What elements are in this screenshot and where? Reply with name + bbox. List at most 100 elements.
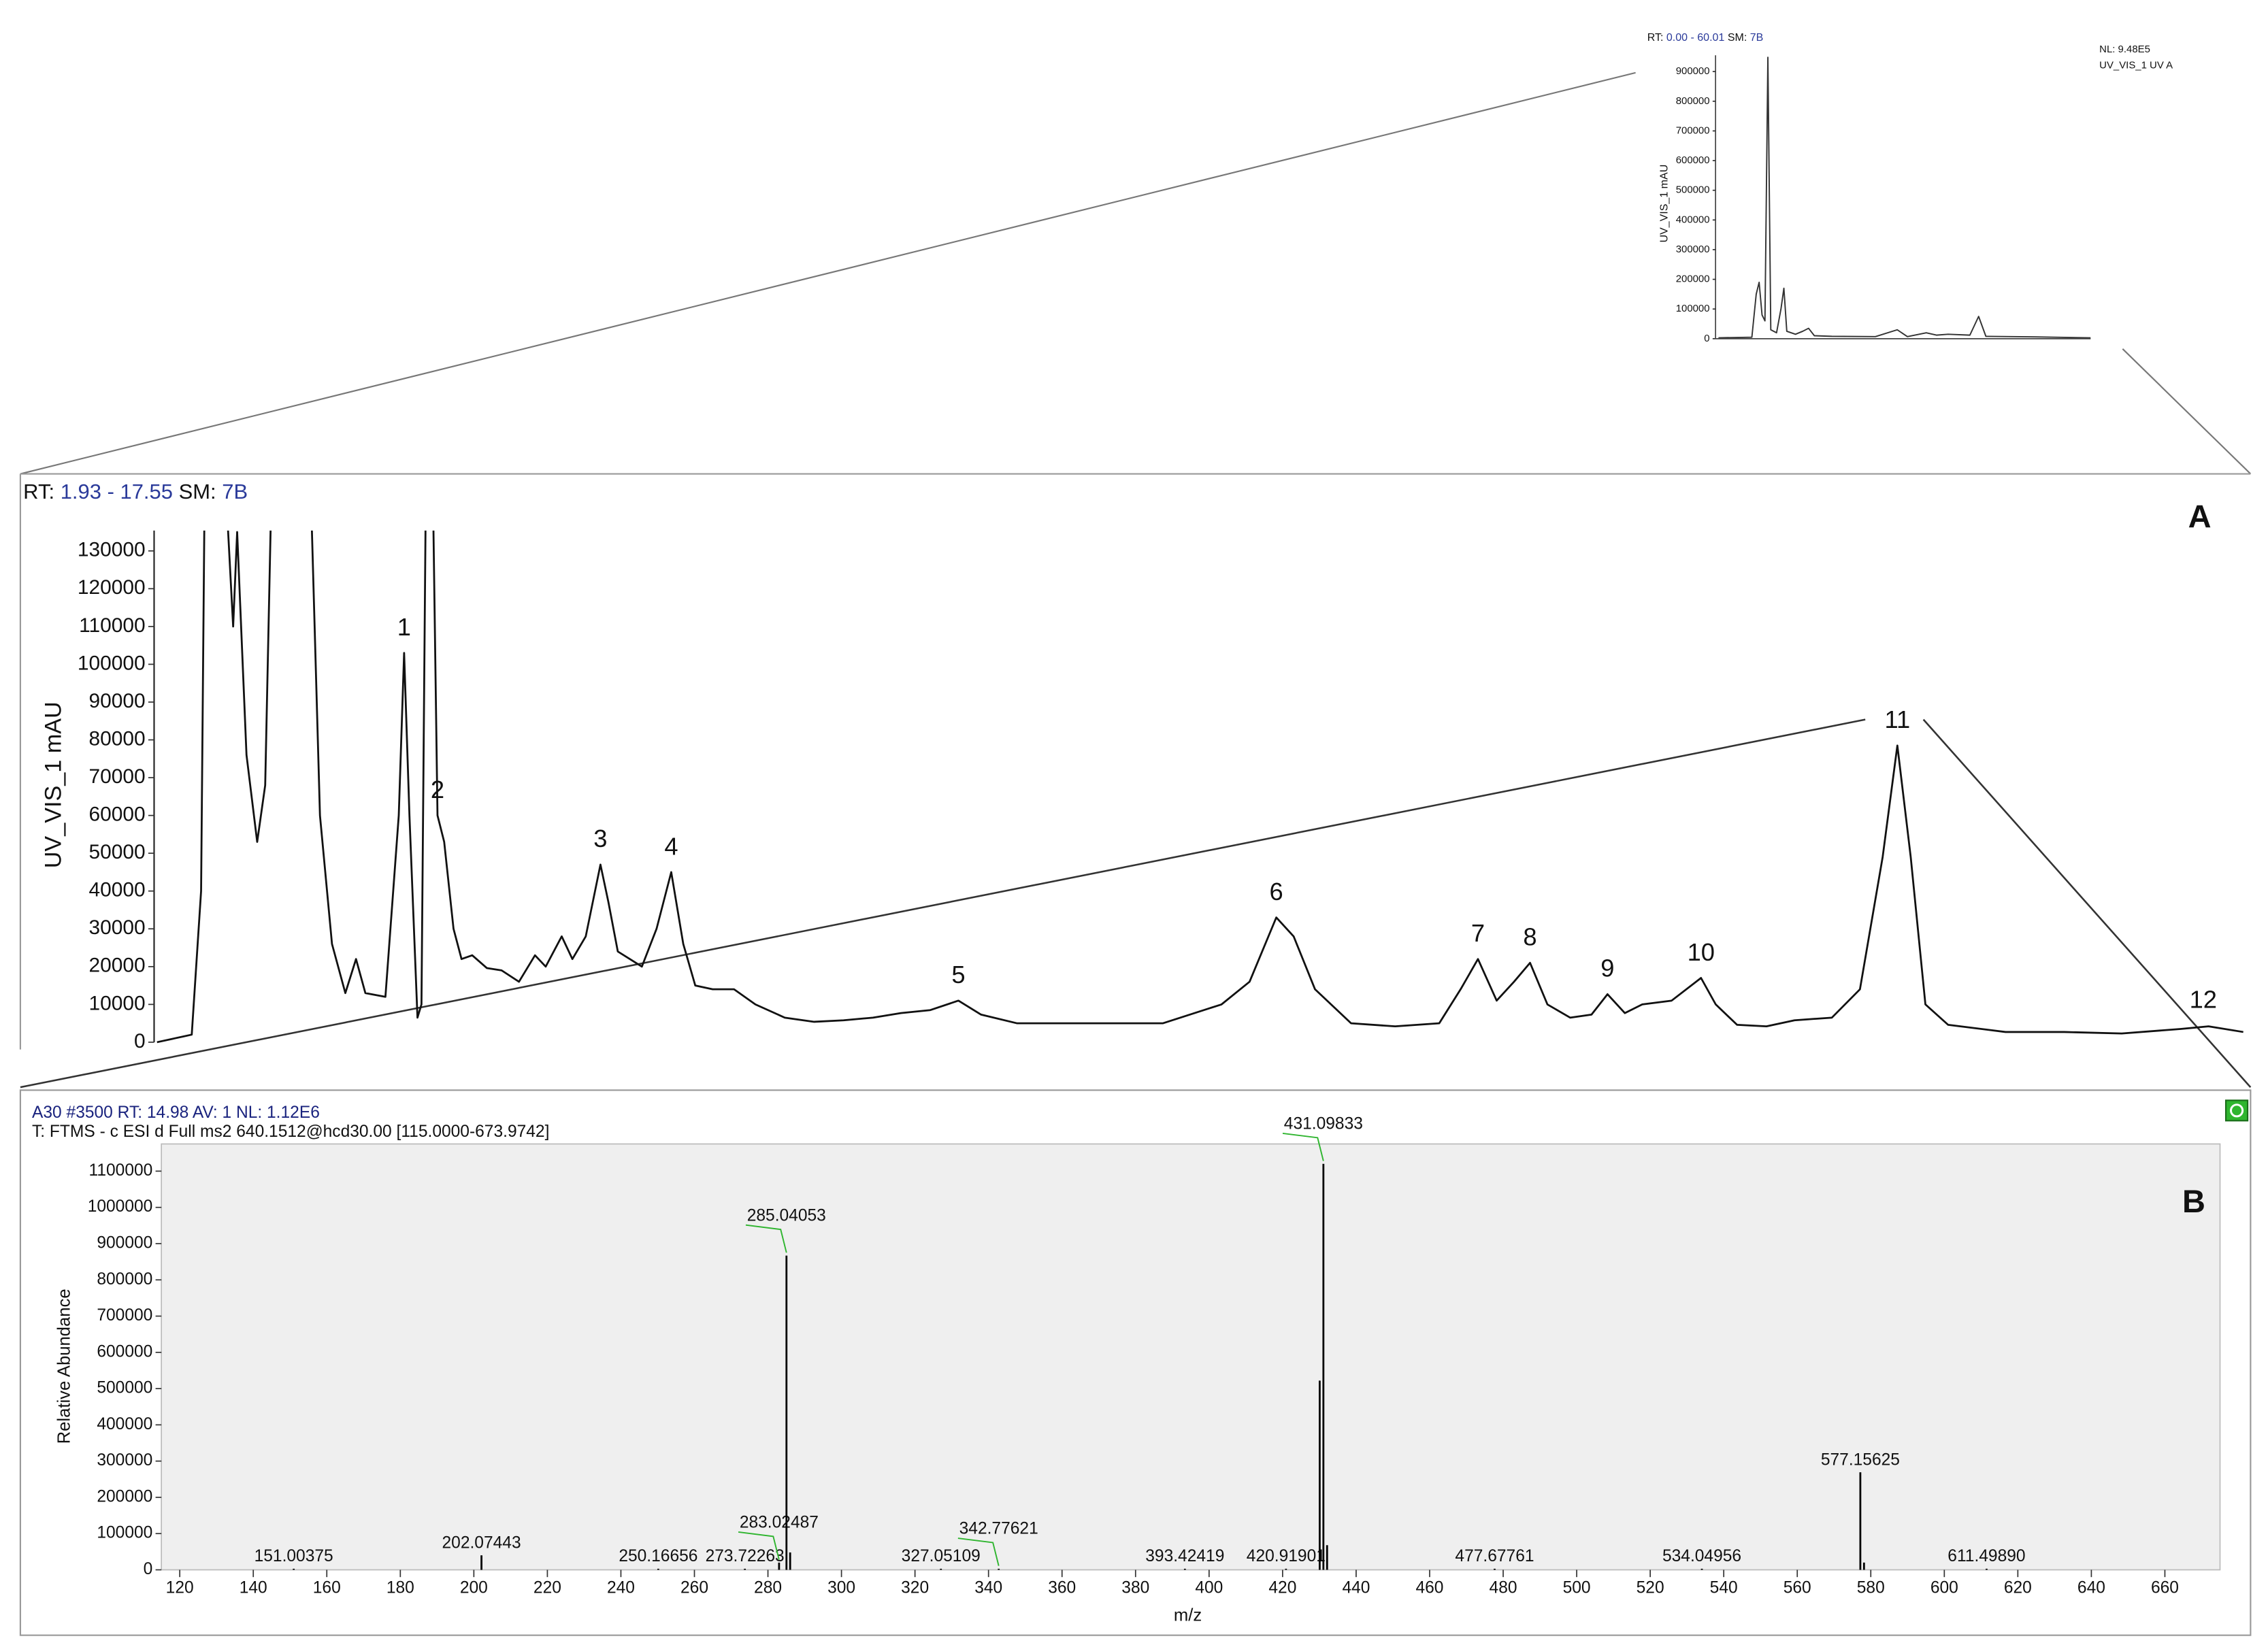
header-part: 0.00 - 60.01	[1666, 31, 1725, 44]
x-tick-label: 260	[680, 1579, 708, 1597]
status-icon-glyph	[2230, 1103, 2244, 1118]
x-tick-label: 560	[1784, 1579, 1811, 1597]
peak-mz-label: 283.02487	[740, 1514, 819, 1532]
spectrum-header: A30 #3500 RT: 14.98 AV: 1 NL: 1.12E6	[32, 1103, 320, 1122]
trace	[157, 530, 2244, 1044]
zoom-line	[20, 71, 1636, 475]
y-tick-label: 100000	[97, 1524, 152, 1542]
inset-header: RT: 0.00 - 60.01 SM: 7B	[1647, 31, 1764, 44]
x-tick-label: 660	[2151, 1579, 2179, 1597]
peak-mz-label: 477.67761	[1455, 1547, 1534, 1565]
y-axis-label: UV_VIS_1 mAU	[1658, 165, 1671, 243]
plot-area	[161, 1143, 2221, 1571]
x-axis-label: m/z	[1174, 1606, 1202, 1625]
y-tick-label: 40000	[88, 879, 145, 901]
x-tick-label: 500	[1563, 1579, 1591, 1597]
peak-label: 3	[593, 825, 607, 852]
x-tick-label: 320	[901, 1579, 929, 1597]
y-tick-label: 120000	[78, 576, 146, 599]
y-tick-label: 30000	[88, 916, 145, 939]
peak-mz-label: 250.16656	[619, 1547, 697, 1565]
label-leader	[1282, 1132, 1324, 1161]
panel-label: B	[2182, 1183, 2205, 1219]
x-tick-label: 180	[387, 1579, 414, 1597]
y-tick-label: 0	[144, 1560, 153, 1578]
y-tick-label: 500000	[97, 1379, 152, 1397]
label-leader	[957, 1538, 1000, 1566]
x-tick-label: 360	[1048, 1579, 1076, 1597]
y-tick-label: 10000	[88, 992, 145, 1014]
y-tick-label: 0	[134, 1030, 146, 1052]
y-tick-label: 60000	[88, 803, 145, 826]
y-tick-label: 200000	[97, 1487, 152, 1506]
x-tick-label: 460	[1415, 1579, 1443, 1597]
y-tick-label: 50000	[88, 841, 145, 863]
x-tick-label: 420	[1268, 1579, 1296, 1597]
peak-label: 6	[1269, 878, 1283, 905]
peak-label: 1	[397, 613, 411, 641]
peak-label: 11	[1884, 705, 1910, 733]
peak-label: 4	[664, 832, 678, 860]
y-tick-label: 200000	[1676, 273, 1710, 285]
zoom-line	[20, 718, 1866, 1089]
header-part: 7B	[222, 480, 248, 503]
y-tick-label: 1100000	[89, 1161, 153, 1180]
peak-mz-label: 273.72263	[706, 1547, 785, 1565]
header-part: RT:	[1647, 31, 1664, 44]
header-part: SM:	[179, 480, 216, 503]
y-tick-label: 400000	[1676, 214, 1710, 225]
header-part: SM:	[1728, 31, 1747, 44]
y-tick-label: 100000	[78, 652, 146, 674]
x-tick-label: 300	[827, 1579, 855, 1597]
peak-mz-label: 431.09833	[1284, 1115, 1363, 1133]
y-tick-label: 90000	[88, 690, 145, 712]
peak-label: 5	[951, 961, 965, 988]
peak-mz-label: 611.49890	[1947, 1547, 2025, 1565]
peak-label: 12	[2190, 985, 2217, 1013]
x-tick-label: 140	[240, 1579, 267, 1597]
x-tick-label: 400	[1195, 1579, 1223, 1597]
x-tick-label: 220	[533, 1579, 561, 1597]
peak-mz-label: 327.05109	[902, 1547, 981, 1565]
y-axis-label: Relative Abundance	[55, 1289, 74, 1444]
y-tick-label: 500000	[1676, 184, 1710, 196]
y-tick-label: 300000	[97, 1451, 152, 1469]
peak-label: 7	[1471, 919, 1485, 947]
y-tick-label: 20000	[88, 954, 145, 977]
peak-mz-label: 342.77621	[959, 1520, 1038, 1538]
peak-mz-label: 151.00375	[254, 1547, 333, 1565]
x-tick-label: 620	[2004, 1579, 2032, 1597]
x-tick-label: 480	[1490, 1579, 1517, 1597]
peak-mz-label: 393.42419	[1145, 1547, 1224, 1565]
x-tick-label: 640	[2077, 1579, 2105, 1597]
panel-label: A	[2188, 499, 2212, 535]
inset-note: UV_VIS_1 UV A	[2099, 59, 2173, 71]
x-tick-label: 380	[1121, 1579, 1149, 1597]
x-tick-label: 540	[1710, 1579, 1738, 1597]
y-tick-label: 0	[1704, 333, 1709, 344]
x-tick-label: 160	[313, 1579, 341, 1597]
x-tick-label: 240	[607, 1579, 635, 1597]
status-icon[interactable]	[2224, 1099, 2249, 1122]
inset-note: NL: 9.48E5	[2099, 44, 2150, 55]
y-tick-label: 600000	[1676, 154, 1710, 166]
peak-label: 8	[1523, 923, 1536, 951]
peak-mz-label: 577.15625	[1821, 1451, 1900, 1469]
y-tick-label: 100000	[1676, 303, 1710, 314]
y-tick-label: 300000	[1676, 244, 1710, 255]
spectrum-header: T: FTMS - c ESI d Full ms2 640.1512@hcd3…	[32, 1123, 549, 1141]
x-tick-label: 340	[974, 1579, 1002, 1597]
trace	[1718, 56, 2091, 339]
x-tick-label: 440	[1342, 1579, 1370, 1597]
x-tick-label: 580	[1857, 1579, 1885, 1597]
y-tick-label: 800000	[97, 1270, 152, 1289]
header-part: RT:	[23, 480, 54, 503]
label-leader	[745, 1224, 787, 1253]
peak-mz-label: 534.04956	[1662, 1547, 1741, 1565]
chromatogram-header: RT: 1.93 - 17.55 SM: 7B	[23, 480, 248, 503]
x-tick-label: 600	[1930, 1579, 1958, 1597]
label-leader	[738, 1531, 780, 1560]
y-tick-label: 400000	[97, 1415, 152, 1433]
y-tick-label: 800000	[1676, 95, 1710, 107]
y-tick-label: 900000	[1676, 65, 1710, 77]
